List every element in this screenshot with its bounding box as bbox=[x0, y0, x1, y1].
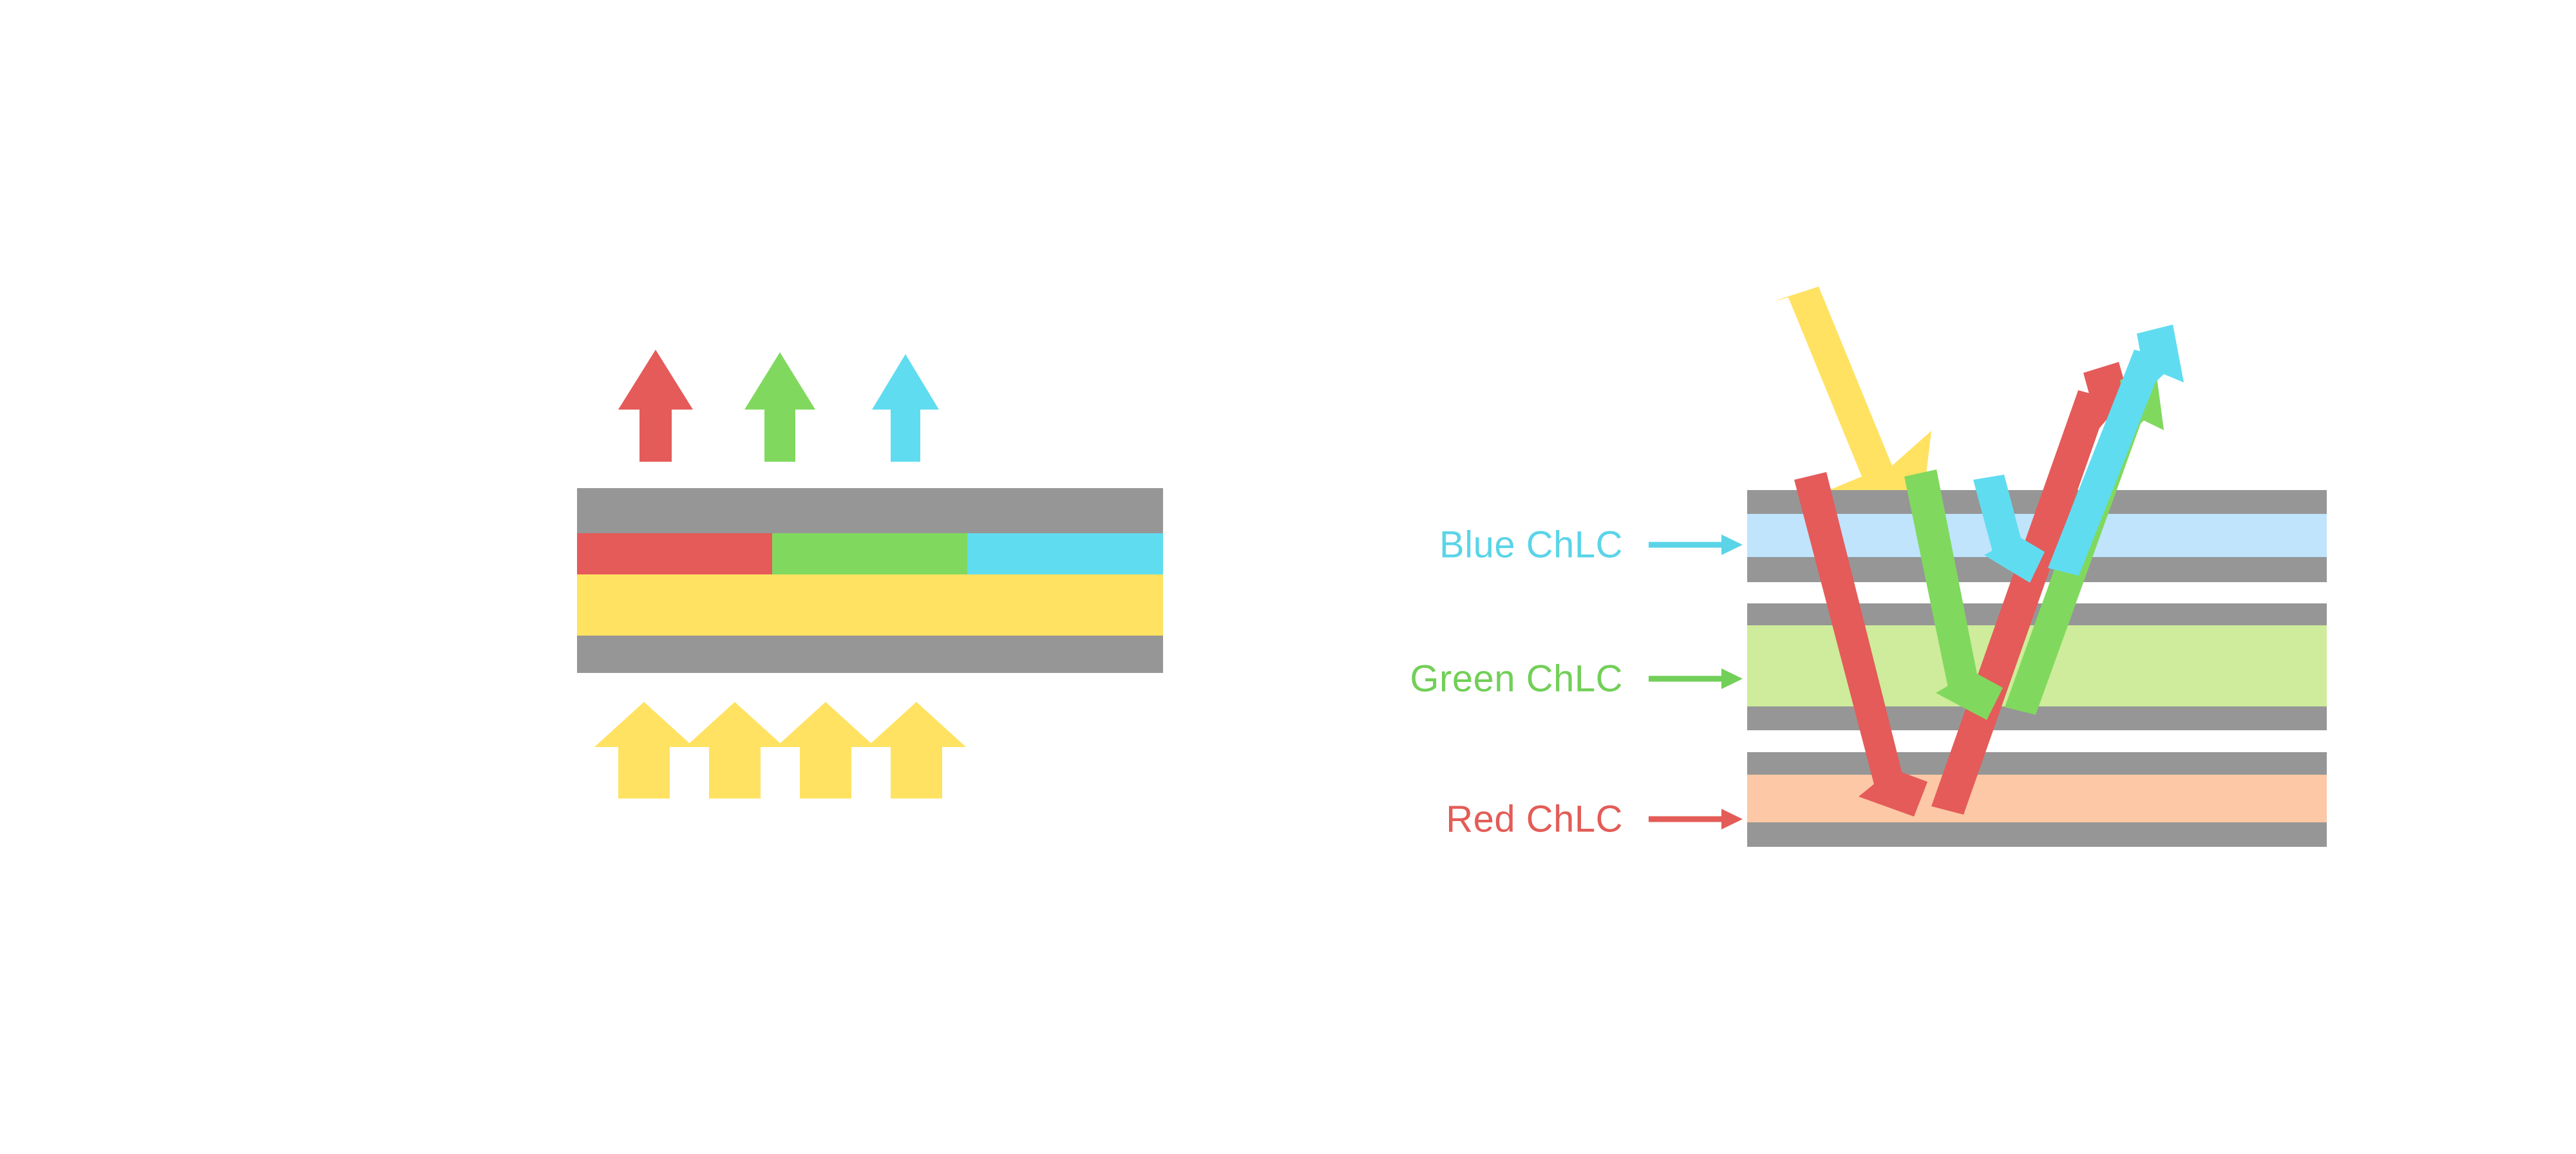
left-stack-layers bbox=[577, 488, 1163, 673]
cyan-segment bbox=[967, 533, 1163, 574]
cyan-emitted-arrow bbox=[872, 354, 939, 462]
yellow-backlight-arrow bbox=[685, 702, 784, 799]
red-top-electrode bbox=[1747, 752, 2327, 775]
green-chlc-label: Green ChLC bbox=[1410, 657, 1623, 700]
green-label-arrow-icon bbox=[1649, 668, 1743, 689]
backlight-layer bbox=[577, 574, 1163, 636]
right-panel-group bbox=[1649, 287, 2327, 847]
blue-label-arrow-icon bbox=[1649, 534, 1743, 555]
blue-ray-path bbox=[1973, 325, 2184, 583]
green-segment bbox=[772, 533, 967, 574]
red-chlc-label: Red ChLC bbox=[1446, 798, 1623, 840]
bottom-electrode bbox=[577, 636, 1163, 673]
red-emitted-arrow bbox=[618, 350, 693, 462]
yellow-backlight-arrows bbox=[594, 702, 966, 799]
yellow-backlight-arrow bbox=[776, 702, 875, 799]
white-light-incident-arrow bbox=[1773, 287, 1931, 540]
yellow-backlight-arrow bbox=[867, 702, 966, 799]
green-emitted-arrow bbox=[744, 352, 815, 462]
gap-2 bbox=[1747, 730, 2327, 752]
red-chlc-layer bbox=[1747, 775, 2327, 822]
red-bottom-electrode bbox=[1747, 822, 2327, 847]
left-panel-group bbox=[577, 350, 1163, 799]
yellow-backlight-arrow bbox=[594, 702, 694, 799]
top-electrode bbox=[577, 488, 1163, 533]
blue-chlc-label: Blue ChLC bbox=[1439, 524, 1623, 566]
red-label-arrow-icon bbox=[1649, 809, 1743, 829]
red-segment bbox=[577, 533, 772, 574]
